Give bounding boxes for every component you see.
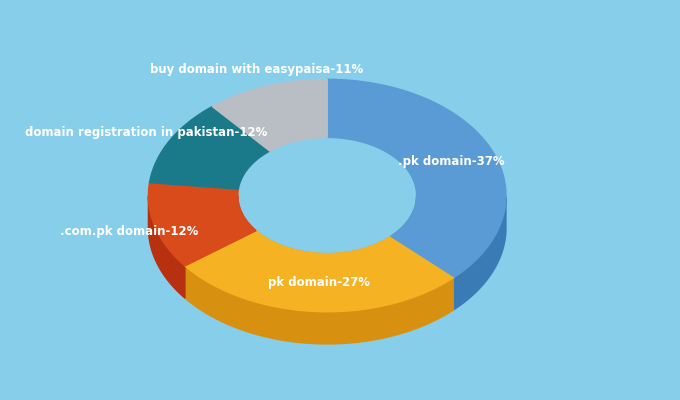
Polygon shape [185,231,455,312]
Text: domain registration in pakistan-12%: domain registration in pakistan-12% [24,126,267,139]
Text: pk domain-27%: pk domain-27% [268,276,370,289]
Text: .pk domain-37%: .pk domain-37% [398,155,504,168]
Polygon shape [148,196,185,298]
Polygon shape [150,106,270,189]
Text: .com.pk domain-12%: .com.pk domain-12% [60,225,198,238]
Polygon shape [238,196,256,263]
Polygon shape [148,183,256,266]
Polygon shape [391,196,417,268]
Polygon shape [212,79,327,151]
Polygon shape [327,79,506,277]
Polygon shape [256,231,391,286]
Polygon shape [185,266,455,344]
Text: buy domain with easypaisa-11%: buy domain with easypaisa-11% [150,64,364,76]
Polygon shape [455,197,506,309]
